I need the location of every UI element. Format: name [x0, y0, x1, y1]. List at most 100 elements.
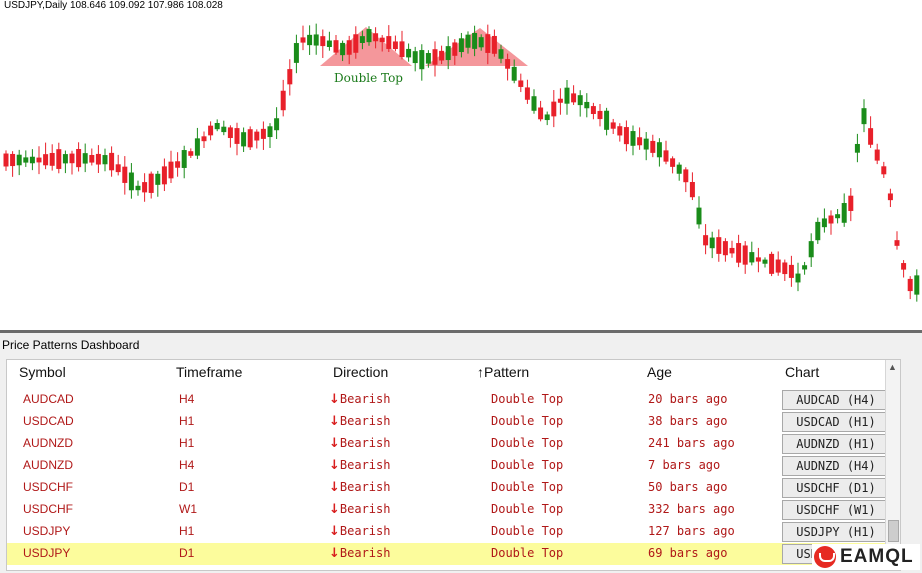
candle-body	[247, 129, 253, 148]
open-chart-button[interactable]: USDCHF (W1)	[782, 500, 890, 520]
candle-body	[623, 127, 629, 145]
cell-direction: ↓Bearish	[329, 436, 390, 451]
cell-pattern: Double Top	[491, 502, 564, 516]
candle-body	[577, 95, 583, 106]
open-chart-button[interactable]: AUDNZD (H4)	[782, 456, 890, 476]
candle-body	[307, 34, 313, 46]
cell-symbol: USDCHF	[23, 480, 73, 494]
candle-body	[320, 36, 326, 47]
candle-body	[604, 110, 610, 130]
header-pattern-label: Pattern	[484, 364, 530, 380]
header-timeframe[interactable]: Timeframe	[176, 364, 243, 380]
candle-body	[76, 148, 82, 168]
open-chart-button[interactable]: USDJPY (H1)	[782, 522, 890, 542]
candle-body	[617, 126, 623, 136]
candle-body	[485, 34, 491, 53]
header-age[interactable]: Age	[647, 364, 672, 380]
patterns-table: Symbol Timeframe Direction ↑Pattern Age …	[6, 359, 901, 571]
table-row[interactable]: AUDCAD H4 ↓Bearish Double Top 20 bars ago AUD…	[7, 389, 900, 411]
candle-body	[841, 203, 847, 223]
candle-body	[610, 122, 616, 129]
candle-body	[676, 164, 682, 174]
candle-body	[458, 38, 464, 53]
vertical-scrollbar[interactable]: ▲ ▼	[885, 360, 900, 570]
candle-body	[260, 128, 266, 139]
direction-label: Bearish	[339, 414, 391, 428]
header-chart[interactable]: Chart	[785, 364, 820, 380]
cell-direction: ↓Bearish	[329, 458, 390, 473]
open-chart-button[interactable]: AUDNZD (H1)	[782, 434, 890, 454]
cell-symbol: USDCAD	[23, 414, 74, 428]
candle-body	[102, 155, 108, 165]
cell-symbol: AUDNZD	[23, 436, 73, 450]
candle-body	[689, 181, 695, 198]
cell-pattern: Double Top	[491, 480, 564, 494]
candle-body	[531, 96, 537, 111]
candle-body	[722, 241, 728, 256]
open-chart-button[interactable]: USDCHF (D1)	[782, 478, 890, 498]
candle-body	[181, 150, 187, 168]
open-chart-button[interactable]: AUDCAD (H4)	[782, 390, 890, 410]
cell-timeframe: H4	[179, 458, 195, 472]
open-chart-button[interactable]: USDCAD (H1)	[782, 412, 890, 432]
candle-body	[557, 98, 563, 103]
candle-body	[95, 153, 101, 165]
candle-body	[148, 173, 154, 193]
candle-body	[524, 87, 530, 100]
cell-symbol: USDCHF	[23, 502, 73, 516]
candle-body	[201, 136, 207, 142]
cell-timeframe: H1	[179, 524, 195, 538]
candle-body	[907, 278, 913, 292]
candle-body	[914, 275, 920, 295]
cell-timeframe: H1	[179, 436, 195, 450]
candle-body	[821, 218, 827, 228]
candle-body	[439, 50, 445, 61]
watermark-text: EAMQL	[840, 546, 914, 567]
cell-timeframe: H4	[179, 392, 195, 406]
candle-body	[221, 126, 227, 133]
header-symbol[interactable]: Symbol	[19, 364, 66, 380]
cell-direction: ↓Bearish	[329, 524, 390, 539]
candle-body	[597, 110, 603, 120]
candle-body	[392, 41, 398, 50]
table-row[interactable]: USDCHF D1 ↓Bearish Double Top 50 bars ago USD…	[7, 477, 900, 499]
candle-body	[142, 182, 148, 193]
candle-body	[254, 131, 260, 141]
candle-body	[465, 34, 471, 48]
candle-body	[901, 263, 907, 270]
table-row[interactable]: AUDNZD H1 ↓Bearish Double Top 241 bars ago AU…	[7, 433, 900, 455]
table-row[interactable]: USDCHF W1 ↓Bearish Double Top 332 bars ago US…	[7, 499, 900, 521]
price-chart[interactable]: USDJPY,Daily 108.646 109.092 107.986 108…	[0, 0, 922, 330]
cell-timeframe: W1	[179, 502, 197, 516]
table-row[interactable]: USDJPY H1 ↓Bearish Double Top 127 bars ago US…	[7, 521, 900, 543]
candle-body	[755, 257, 761, 262]
cell-direction: ↓Bearish	[329, 414, 390, 429]
table-row[interactable]: AUDNZD H4 ↓Bearish Double Top 7 bars ago AUDN…	[7, 455, 900, 477]
scroll-thumb[interactable]	[888, 520, 899, 542]
candle-body	[452, 42, 458, 56]
header-direction[interactable]: Direction	[333, 364, 389, 380]
candle-body	[399, 41, 405, 58]
direction-label: Bearish	[339, 436, 391, 450]
candle-body	[782, 262, 788, 275]
candle-body	[795, 273, 801, 283]
candle-body	[874, 149, 880, 161]
cell-pattern: Double Top	[491, 392, 564, 406]
panel-divider[interactable]	[0, 330, 922, 333]
down-arrow-icon: ↓	[329, 524, 340, 539]
table-row[interactable]: USDCAD H1 ↓Bearish Double Top 38 bars ago USD…	[7, 411, 900, 433]
scroll-up-icon[interactable]: ▲	[888, 362, 897, 372]
header-pattern[interactable]: ↑Pattern	[477, 364, 529, 380]
cell-timeframe: D1	[179, 480, 195, 494]
candle-body	[491, 35, 497, 54]
dashboard-title: Price Patterns Dashboard	[2, 338, 140, 352]
candle-body	[36, 157, 42, 163]
candle-body	[703, 235, 709, 246]
candle-body	[412, 51, 418, 64]
candle-body	[386, 36, 392, 49]
candlestick-chart	[3, 23, 920, 302]
down-arrow-icon: ↓	[329, 502, 340, 517]
candle-body	[161, 166, 167, 185]
candle-body	[511, 66, 517, 81]
